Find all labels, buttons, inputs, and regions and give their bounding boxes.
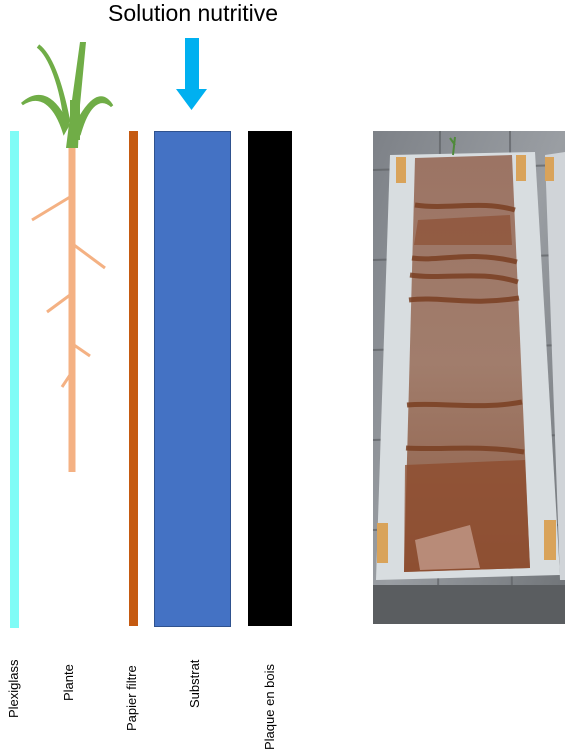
- rhizotron-photo: [0, 0, 568, 756]
